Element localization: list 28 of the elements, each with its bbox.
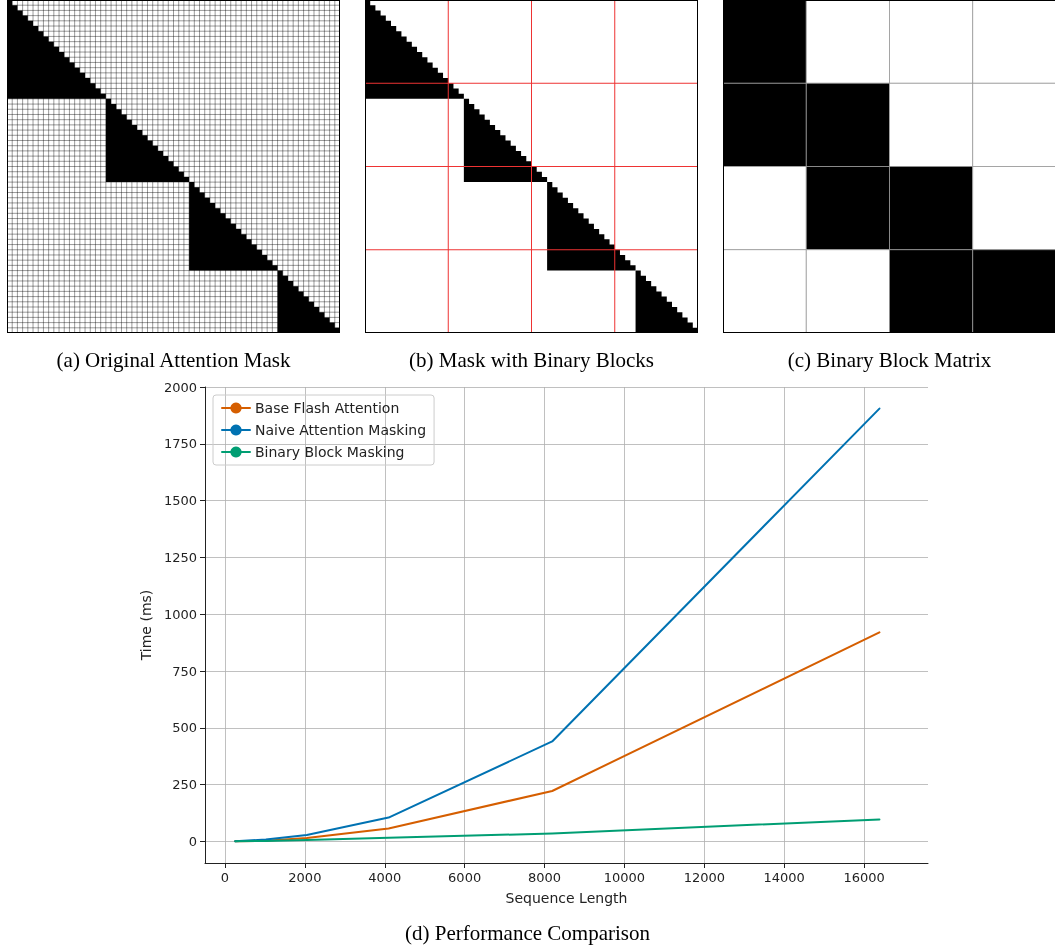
y-tick-label: 1000 bbox=[163, 606, 197, 622]
legend-label: Naive Attention Masking bbox=[255, 422, 427, 438]
x-tick-label: 2000 bbox=[288, 870, 322, 885]
text: (b) Mask with Binary Blocks bbox=[408, 348, 655, 373]
y-tick-label: 2000 bbox=[163, 379, 197, 395]
y-tick-label: 250 bbox=[172, 777, 197, 793]
y-tick-label: 1500 bbox=[163, 493, 197, 509]
legend-label: Binary Block Masking bbox=[255, 444, 405, 460]
y-tick-label: 0 bbox=[188, 833, 197, 849]
y-tick-label: 500 bbox=[172, 720, 197, 736]
x-axis-title: Sequence Length bbox=[505, 890, 628, 906]
x-tick-label: 14000 bbox=[763, 870, 805, 885]
line-series bbox=[234, 818, 881, 843]
x-tick-label: 12000 bbox=[683, 870, 725, 885]
y-tick-label: 750 bbox=[172, 663, 197, 679]
text: (d) Performance Comparison bbox=[404, 921, 651, 946]
text: (a) Original Attention Mask bbox=[55, 348, 292, 373]
legend-label: Base Flash Attention bbox=[255, 400, 400, 416]
text: (c) Binary Block Matrix bbox=[786, 348, 993, 373]
x-tick-label: 16000 bbox=[843, 870, 885, 885]
y-tick-label: 1250 bbox=[163, 549, 197, 565]
y-tick-label: 1750 bbox=[163, 436, 197, 452]
y-axis-title: Time (ms) bbox=[138, 589, 154, 662]
x-tick-label: 4000 bbox=[368, 870, 402, 885]
x-tick-label: 8000 bbox=[527, 870, 562, 885]
x-tick-label: 0 bbox=[220, 870, 230, 885]
x-tick-label: 6000 bbox=[448, 870, 482, 885]
x-tick-label: 10000 bbox=[603, 870, 646, 885]
